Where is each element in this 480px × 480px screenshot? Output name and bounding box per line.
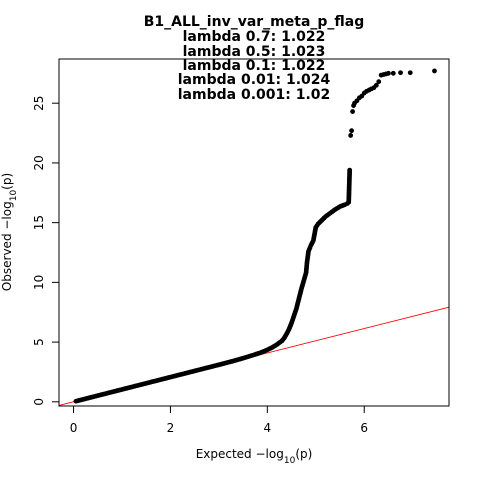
y-tick-label: 25 — [32, 96, 46, 111]
x-tick-label: 6 — [360, 421, 368, 435]
points-layer — [73, 68, 437, 404]
y-tick-label: 0 — [32, 398, 46, 406]
lambda-line-4: lambda 0.01: 1.024 — [178, 72, 331, 88]
y-axis: 0 5 10 15 20 25 — [32, 96, 59, 406]
chart-title: B1_ALL_inv_var_meta_p_flag — [144, 14, 365, 30]
data-point — [347, 167, 353, 173]
x-tick-label: 0 — [70, 421, 78, 435]
data-point — [373, 82, 379, 88]
data-point — [390, 70, 396, 76]
y-axis-label-main: −log — [0, 201, 14, 229]
lambda-line-2: lambda 0.5: 1.023 — [183, 44, 326, 60]
x-axis-label-sub: 10 — [284, 456, 296, 466]
y-axis-label-suffix: (p) — [0, 173, 14, 190]
y-tick-label: 20 — [32, 155, 46, 170]
y-tick-label: 15 — [32, 215, 46, 230]
plot-frame — [58, 58, 450, 407]
lambda-line-5: lambda 0.001: 1.02 — [178, 87, 331, 103]
y-axis-label: Observed −log10(p) — [0, 173, 19, 291]
data-point — [398, 70, 403, 76]
y-axis-label-prefix: Observed — [0, 230, 14, 292]
x-axis-label: Expected −log10(p) — [196, 447, 313, 466]
x-axis-label-suffix: (p) — [295, 447, 312, 461]
y-axis-label-sub: 10 — [9, 190, 19, 202]
data-point — [348, 133, 354, 138]
x-tick-label: 2 — [167, 421, 175, 435]
y-tick-label: 10 — [32, 275, 46, 290]
x-axis: 0 2 4 6 — [70, 406, 368, 435]
data-point — [350, 109, 355, 114]
data-point — [432, 68, 437, 74]
lambda-line-3: lambda 0.1: 1.022 — [183, 58, 326, 74]
lambda-line-1: lambda 0.7: 1.022 — [183, 29, 326, 45]
data-point — [376, 79, 382, 85]
data-point — [349, 128, 355, 134]
x-tick-label: 4 — [264, 421, 272, 435]
x-axis-label-prefix: Expected — [196, 447, 256, 461]
x-axis-label-main: −log — [256, 447, 284, 461]
data-point — [407, 70, 413, 76]
data-point — [386, 70, 391, 76]
y-tick-label: 5 — [32, 338, 46, 346]
